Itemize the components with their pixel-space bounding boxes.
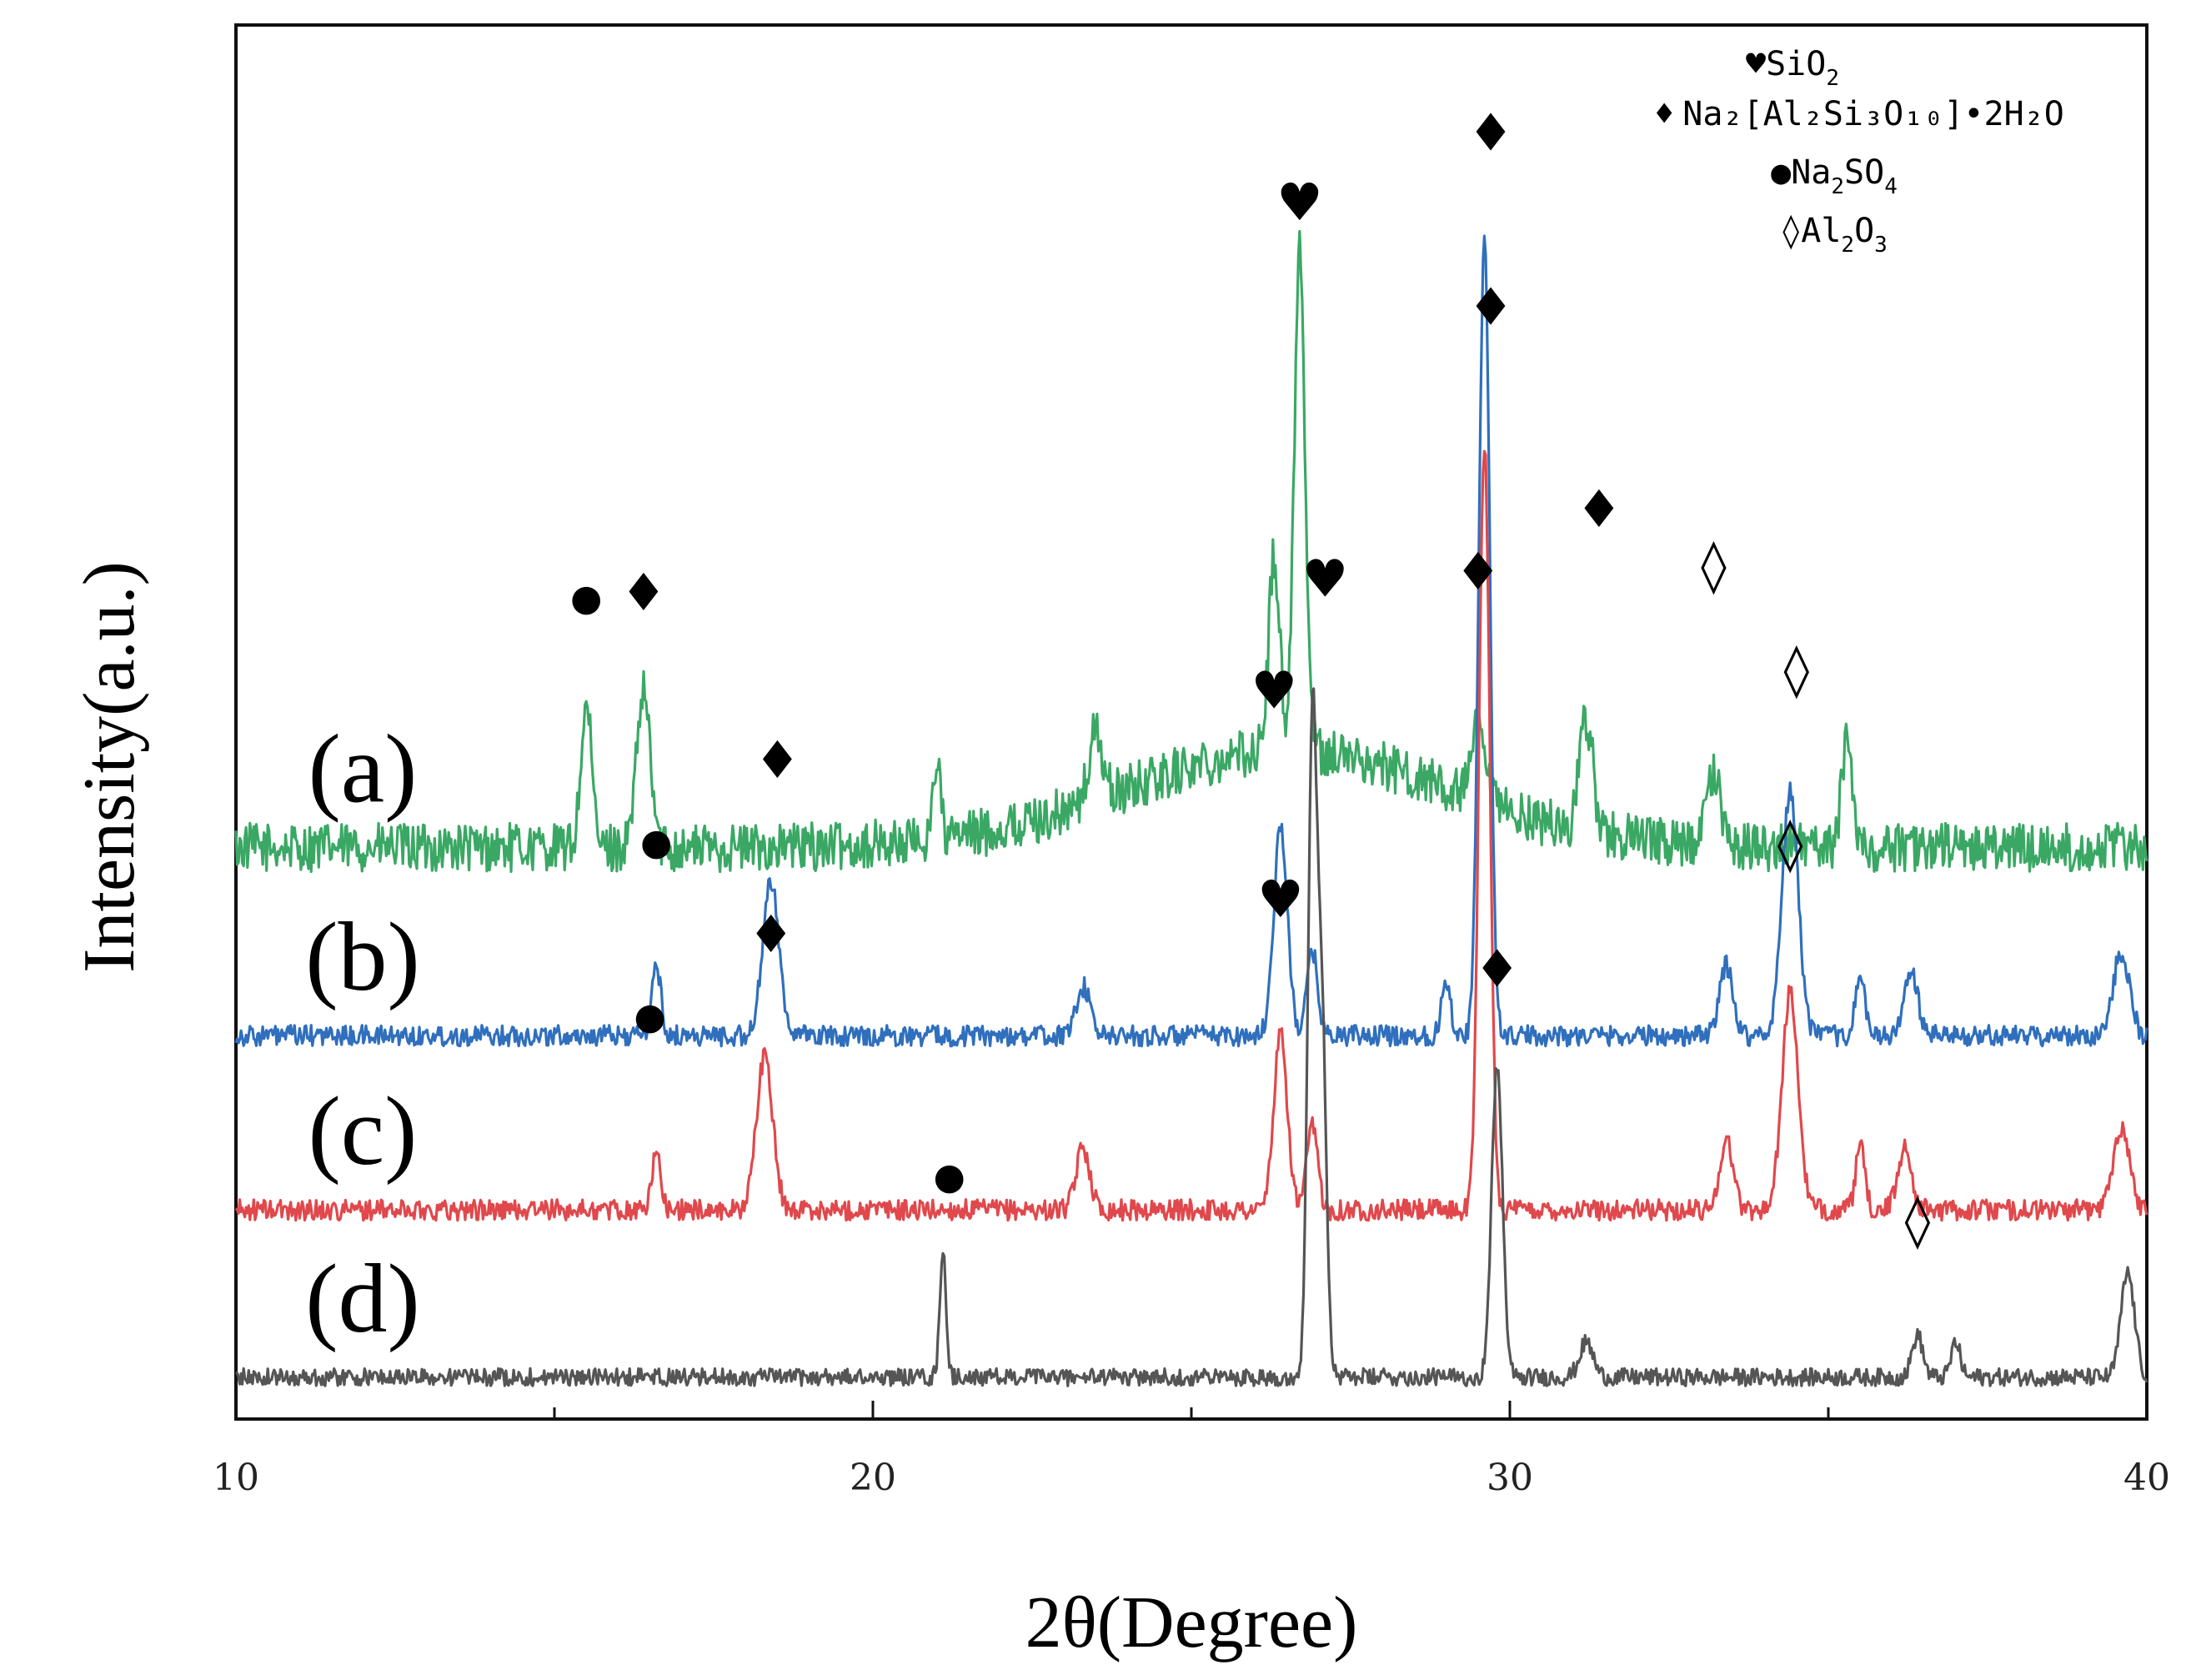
peak-marker: ♥ [1302,549,1349,609]
svg-text:●Na2SO4: ●Na2SO4 [1771,153,1898,199]
peak-marker: ◊ [1701,534,1727,595]
svg-text:♥SiO2: ♥SiO2 [1746,45,1839,91]
series-group: (a) (b) (c) (d) [234,229,2148,1387]
series-label: (a) [308,714,418,823]
svg-text:♦Na₂[Al₂Si₃O₁₀]•2H₂O: ♦ Na₂[Al₂Si₃O₁₀]•2H₂O [1654,95,2064,133]
peak-marker: ● [640,821,672,864]
peak-marker: ♦ [1474,939,1521,1000]
heart-icon: ♥ [1746,45,1766,83]
x-tick-label: 40 [2123,1457,2170,1499]
hollow-diamond-icon: ◊ [1781,212,1801,250]
legend-entry-sio2: ♥SiO2 [1746,45,1839,91]
peak-marker: ♦ [748,904,795,965]
peak-marker: ● [570,577,602,619]
legend-entry-na2so4: ●Na2SO4 [1771,153,1898,199]
peak-marker: ♥ [1251,659,1298,720]
x-tick-label: 30 [1487,1457,1533,1499]
peak-marker: ◊ [1905,1190,1931,1251]
peak-markers: ● ♦ ♥ ♦ ♦ ◊ ● ♦ ♥ ♦ ◊ ● ♦ ♥ ♦ ◊ ● ♥ ♦ ◊ [570,102,1931,1250]
peak-marker: ● [634,995,665,1038]
x-tick-label: 10 [213,1457,259,1499]
series-line [235,687,2148,1387]
series-label: (b) [305,902,420,1011]
peak-marker: ♦ [1467,276,1514,337]
y-axis-label: Intensity(a.u.) [69,561,150,973]
peak-marker: ♥ [1276,172,1323,233]
diamond-icon: ♦ [1654,95,1674,133]
x-tick-label: 20 [850,1457,896,1499]
x-axis-ticks: 10 20 30 40 [213,1401,2170,1499]
peak-marker: ♥ [1257,869,1304,930]
series-label: (c) [308,1076,418,1186]
series-line [234,229,2148,874]
dot-icon: ● [1771,153,1791,192]
peak-marker: ◊ [1777,813,1803,874]
legend-entry-analcime: ♦ Na₂[Al₂Si₃O₁₀]•2H₂O [1654,95,2064,133]
legend: ♥SiO2 ♦ Na₂[Al₂Si₃O₁₀]•2H₂O ●Na2SO4 ◊Al2O… [1654,45,2064,258]
peak-marker: ♦ [1576,479,1622,539]
legend-entry-al2o3: ◊Al2O3 [1781,212,1888,258]
peak-marker: ● [933,1156,965,1198]
x-axis-label: 2θ(Degree) [1025,1582,1358,1663]
svg-text:◊Al2O3: ◊Al2O3 [1781,212,1888,258]
series-line [234,449,2148,1222]
peak-marker: ♦ [620,562,667,623]
peak-marker: ♦ [755,730,801,790]
peak-marker: ◊ [1783,639,1809,700]
peak-marker: ♦ [1467,102,1514,163]
series-line [234,234,2148,1048]
peak-marker: ♦ [1455,541,1502,602]
series-label: (d) [305,1244,420,1353]
